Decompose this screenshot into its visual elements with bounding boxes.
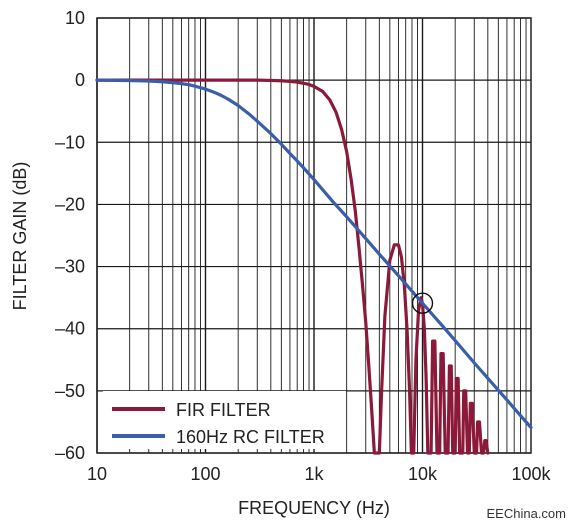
legend-label-rc: 160Hz RC FILTER — [176, 427, 325, 447]
highlight-circle — [411, 292, 434, 314]
x-tick-label: 10 — [87, 464, 107, 484]
x-tick-label: 100 — [190, 464, 220, 484]
y-axis-label: FILTER GAIN (dB) — [10, 162, 30, 311]
plot-frame — [96, 17, 532, 454]
x-tick-label: 1k — [304, 464, 324, 484]
legend-label-fir: FIR FILTER — [176, 400, 271, 420]
x-tick-label: 10k — [408, 464, 438, 484]
legend-background — [103, 391, 346, 449]
y-tick-label: –20 — [55, 194, 85, 214]
y-tick-label: –40 — [55, 319, 85, 339]
watermark: EEChina.com — [487, 506, 566, 521]
legend: FIR FILTER 160Hz RC FILTER — [103, 391, 346, 449]
y-tick-label: –30 — [55, 257, 85, 277]
fir-filter-line — [95, 78, 490, 455]
y-tick-label: 0 — [75, 70, 85, 90]
x-axis-label: FREQUENCY (Hz) — [238, 498, 390, 518]
y-tick-label: 10 — [65, 8, 85, 28]
y-tick-label: –60 — [55, 443, 85, 463]
x-tick-label: 100k — [511, 464, 551, 484]
y-tick-label: –10 — [55, 132, 85, 152]
annotation-layer — [411, 292, 434, 314]
y-tick-label: –50 — [55, 381, 85, 401]
